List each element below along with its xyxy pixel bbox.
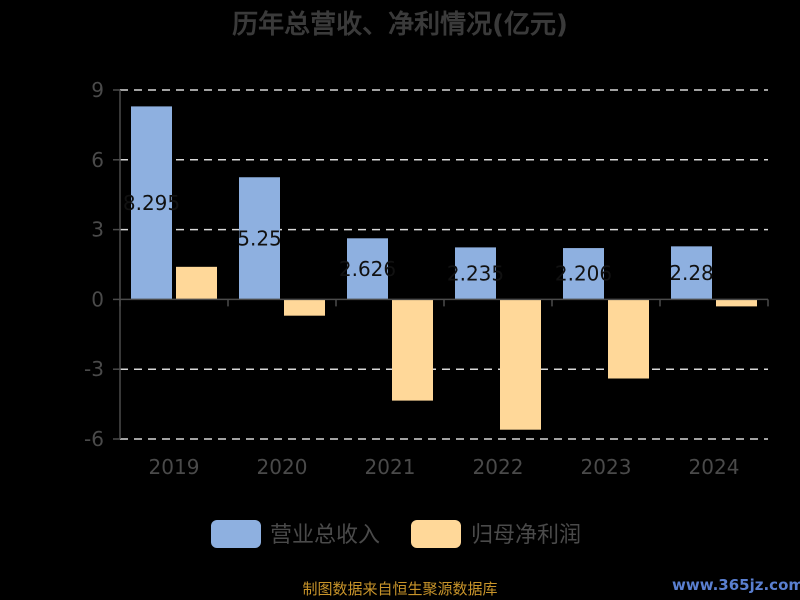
bar-net-profit [176, 266, 217, 300]
bar-revenue [671, 246, 712, 300]
legend-label-net-profit: 归母净利润 [471, 523, 581, 548]
x-tick-label: 2024 [689, 455, 740, 479]
x-tick-label: 2023 [581, 455, 632, 479]
bar-value-label: 5.25 [237, 226, 282, 250]
y-tick-label: -6 [84, 427, 104, 451]
bars: 8.295 5.25 2.626 2.235 2.206 2.28 [123, 106, 757, 430]
bar-net-profit [500, 299, 541, 430]
bar-net-profit [716, 299, 757, 307]
bar-revenue [239, 177, 280, 300]
bar-value-label: 2.28 [669, 261, 714, 285]
bar-net-profit [392, 299, 433, 401]
x-tick-label: 2020 [257, 455, 308, 479]
legend-swatch-revenue [211, 520, 261, 548]
bar-revenue [131, 106, 172, 300]
x-axis: 2019 2020 2021 2022 2023 2024 [119, 298, 769, 479]
bar-revenue [455, 247, 496, 300]
bar-net-profit [608, 299, 649, 379]
y-tick-label: 6 [91, 148, 104, 172]
legend-label-revenue: 营业总收入 [270, 523, 380, 548]
bar-revenue [563, 248, 604, 300]
y-tick-label: 9 [91, 78, 104, 102]
source-note: 制图数据来自恒生聚源数据库 [302, 580, 497, 598]
gridlines [120, 89, 768, 440]
bar-revenue [347, 238, 388, 300]
bar-net-profit [284, 299, 325, 316]
x-tick-label: 2019 [149, 455, 200, 479]
watermark: www.365jz.com [672, 576, 800, 594]
x-tick-label: 2022 [473, 455, 524, 479]
y-tick-label: 0 [91, 287, 104, 311]
y-tick-label: 3 [91, 218, 104, 242]
y-tick-label: -3 [84, 357, 104, 381]
bar-value-label: 8.295 [123, 191, 180, 215]
bar-value-label: 2.235 [447, 261, 504, 285]
legend-swatch-net-profit [411, 520, 461, 548]
legend: 营业总收入 归母净利润 [211, 520, 581, 548]
y-axis: 9 6 3 0 -3 -6 [84, 78, 121, 451]
bar-value-label: 2.626 [339, 257, 396, 281]
x-tick-label: 2021 [365, 455, 416, 479]
bar-value-label: 2.206 [555, 262, 612, 286]
chart-title: 历年总营收、净利情况(亿元) [232, 9, 568, 40]
